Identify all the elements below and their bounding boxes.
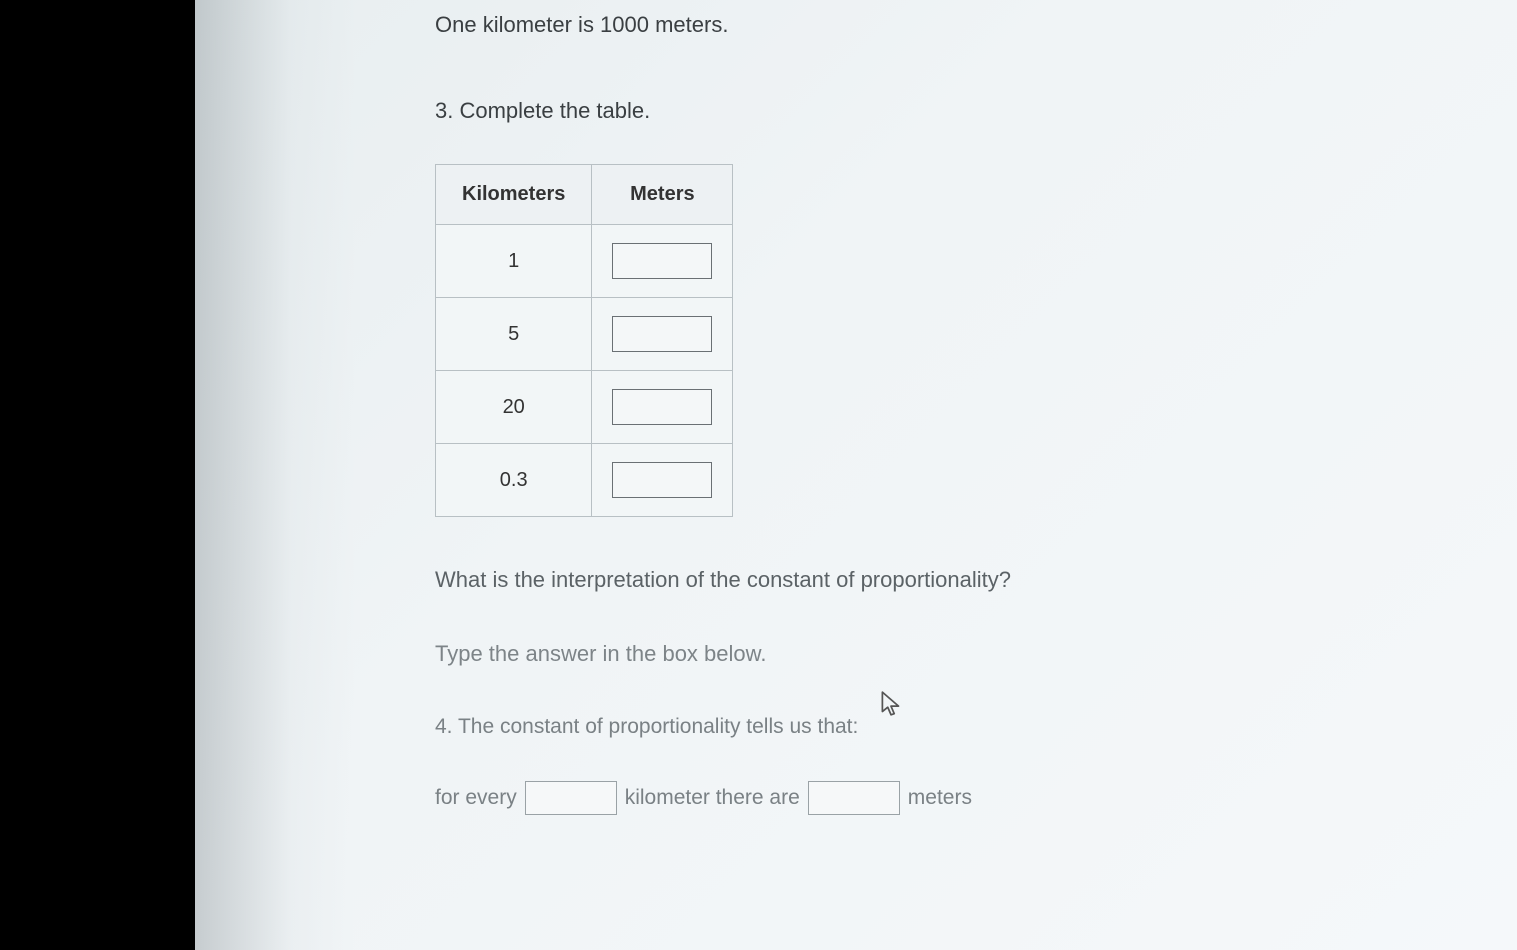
question-3-header: 3. Complete the table. — [435, 98, 1477, 124]
fill-text-part1: for every — [435, 786, 517, 810]
km-cell: 5 — [436, 298, 592, 371]
km-cell: 20 — [436, 371, 592, 444]
m-cell — [592, 225, 733, 298]
header-meters: Meters — [592, 165, 733, 225]
fill-input-kilometers[interactable] — [525, 781, 617, 815]
header-kilometers: Kilometers — [436, 165, 592, 225]
content-area: One kilometer is 1000 meters. 3. Complet… — [435, 12, 1477, 815]
m-cell — [592, 371, 733, 444]
meters-input-row-2[interactable] — [612, 316, 712, 352]
km-cell: 1 — [436, 225, 592, 298]
table-row: 20 — [436, 371, 733, 444]
conversion-table: Kilometers Meters 1 5 — [435, 164, 733, 517]
km-cell: 0.3 — [436, 444, 592, 517]
fill-input-meters[interactable] — [808, 781, 900, 815]
table-row: 1 — [436, 225, 733, 298]
screen-background: One kilometer is 1000 meters. 3. Complet… — [0, 0, 1517, 950]
meters-input-row-4[interactable] — [612, 462, 712, 498]
meters-input-row-1[interactable] — [612, 243, 712, 279]
table-row: 0.3 — [436, 444, 733, 517]
fill-text-part2: kilometer there are — [625, 786, 800, 810]
table-row: 5 — [436, 298, 733, 371]
answer-instruction: Type the answer in the box below. — [435, 641, 1477, 667]
worksheet-page: One kilometer is 1000 meters. 3. Complet… — [195, 0, 1517, 950]
question-3-followup: What is the interpretation of the consta… — [435, 567, 1477, 593]
question-4-header: 4. The constant of proportionality tells… — [435, 715, 1477, 739]
intro-statement: One kilometer is 1000 meters. — [435, 12, 1477, 38]
meters-input-row-3[interactable] — [612, 389, 712, 425]
m-cell — [592, 444, 733, 517]
fill-text-part3: meters — [908, 786, 972, 810]
table-header-row: Kilometers Meters — [436, 165, 733, 225]
fill-in-sentence: for every kilometer there are meters — [435, 781, 1477, 815]
m-cell — [592, 298, 733, 371]
